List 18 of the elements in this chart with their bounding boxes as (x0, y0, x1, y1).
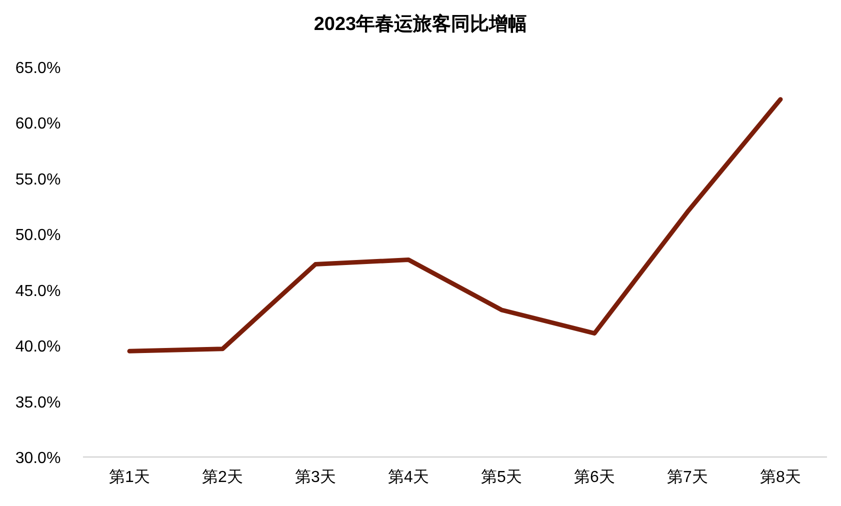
y-tick-label: 45.0% (15, 282, 61, 300)
y-tick-label: 40.0% (15, 338, 61, 356)
y-tick-label: 35.0% (15, 394, 61, 412)
y-tick-label: 65.0% (15, 60, 61, 77)
y-tick-label: 55.0% (15, 171, 61, 188)
x-tick-label: 第5天 (481, 469, 522, 486)
y-tick-label: 30.0% (15, 450, 61, 467)
x-tick-label: 第8天 (760, 469, 801, 486)
y-tick-label: 60.0% (15, 116, 61, 133)
x-tick-label: 第3天 (295, 469, 336, 486)
x-tick-label: 第4天 (388, 469, 429, 486)
line-series (127, 97, 783, 354)
chart-title: 2023年春运旅客同比增幅 (314, 13, 528, 35)
x-tick-label: 第6天 (574, 469, 615, 486)
x-tick-label: 第1天 (109, 469, 150, 486)
y-tick-label: 50.0% (15, 227, 61, 244)
x-tick-label: 第7天 (667, 469, 708, 486)
x-tick-label: 第2天 (202, 469, 243, 486)
